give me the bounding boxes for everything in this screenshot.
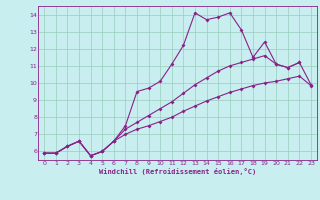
X-axis label: Windchill (Refroidissement éolien,°C): Windchill (Refroidissement éolien,°C) bbox=[99, 168, 256, 175]
